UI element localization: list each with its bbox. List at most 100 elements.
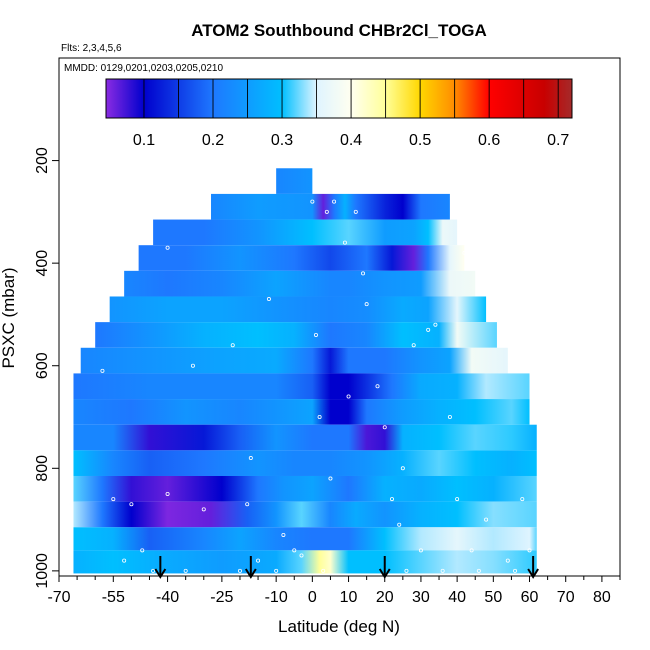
sample-point [281,532,286,537]
sample-point [151,568,156,573]
heatmap-band [124,270,476,297]
heatmap-band [276,168,313,194]
sample-point [527,548,532,553]
sample-point [498,343,503,348]
heatmap-band [153,219,458,246]
colorbar-tick-label: 0.3 [271,132,293,149]
sample-points [100,184,532,573]
sample-point [361,271,366,276]
sample-point [209,189,214,194]
sample-point [513,568,518,573]
sample-point [313,332,318,337]
heatmap-band [138,245,465,271]
sample-point [266,297,271,302]
x-tick-label: 60 [521,589,539,606]
sample-point [411,343,416,348]
sample-point [418,548,423,553]
sample-point [339,189,344,194]
flight-marker-arrow [244,556,257,579]
sample-point [165,245,170,250]
sample-point [328,476,333,481]
sample-point [346,394,351,399]
sample-point [129,502,134,507]
flight-markers [154,556,539,579]
sample-point [122,558,127,563]
heatmap-band [73,424,537,451]
flights-note: Flts: 2,3,4,5,6 [61,43,122,54]
sample-point [219,184,224,189]
sample-point [375,384,380,389]
heatmap-band [73,373,530,400]
sample-point [353,209,358,214]
sample-point [100,368,105,373]
x-tick-label: -10 [265,589,288,606]
y-axis: 200 400 600 800 1000 [34,147,59,589]
sample-point [400,466,405,471]
flight-marker-arrow [527,556,539,579]
sample-point [201,507,206,512]
chart-title: ATOM2 Southbound CHBr2Cl_TOGA [191,21,487,40]
sample-point [274,568,279,573]
x-tick-label: 70 [557,589,575,606]
heatmap-band [73,450,537,476]
sample-point [183,568,188,573]
y-tick-label: 1000 [34,553,51,589]
sample-point [230,343,235,348]
sample-point [248,456,253,461]
heatmap-band [109,296,487,323]
colorbar-gradient [105,78,573,119]
sample-point [404,568,409,573]
sample-point [455,497,460,502]
x-axis-label: Latitude (deg N) [278,617,400,636]
x-tick-label: 80 [593,589,611,606]
sample-point [245,502,250,507]
y-axis-label: PSXC (mbar) [0,267,18,368]
colorbar-tick-label: 0.2 [202,132,224,149]
heatmap-band [73,399,530,425]
sample-point [364,302,369,307]
x-tick-label: -55 [102,589,125,606]
sample-point [520,497,525,502]
colorbar-tick-label: 0.5 [409,132,431,149]
sample-point [440,568,445,573]
colorbar: 0.1 0.2 0.3 0.4 0.5 0.6 0.7 [105,78,573,149]
heatmap-band [73,501,537,528]
x-tick-label: -25 [210,589,233,606]
sample-point [505,558,510,563]
x-tick-label: 10 [340,589,358,606]
sample-point [317,415,322,420]
sample-point [332,199,337,204]
heatmap-band [73,527,537,551]
heatmap-band [80,347,508,374]
sample-point [462,250,467,255]
y-tick-label: 800 [34,455,51,482]
sample-point [256,558,261,563]
y-tick-label: 400 [34,250,51,277]
colorbar-tick-label: 0.6 [478,132,500,149]
sample-point [342,240,347,245]
sample-point [321,568,326,573]
sample-point [299,553,304,558]
sample-point [292,548,297,553]
heatmap-band [73,475,537,502]
sample-point [310,199,315,204]
sample-point [368,189,373,194]
x-tick-label: 20 [376,589,394,606]
sample-point [324,209,329,214]
x-tick-label: -40 [156,589,179,606]
sample-point [111,497,116,502]
flight-marker-arrow [154,556,167,579]
sample-point [476,568,481,573]
heatmap-band [95,322,497,348]
sample-point [491,271,496,276]
plot-frame [58,57,621,577]
x-tick-label: 0 [308,589,317,606]
sample-point [397,522,402,527]
sample-point [426,327,431,332]
y-tick-label: 200 [34,147,51,174]
sample-point [165,491,170,496]
dates-note: MMDD: 0129,0201,0203,0205,0210 [64,63,223,74]
sample-point [237,568,242,573]
sample-point [389,497,394,502]
